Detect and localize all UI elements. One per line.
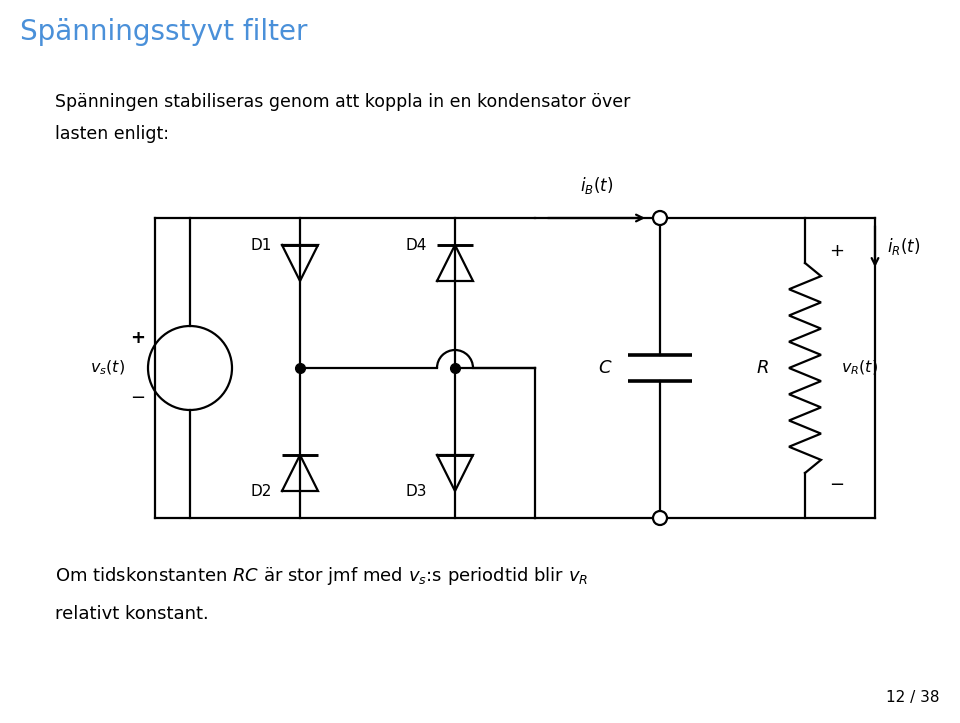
Circle shape — [653, 511, 667, 525]
Text: lasten enligt:: lasten enligt: — [55, 125, 169, 143]
Circle shape — [653, 211, 667, 225]
Text: −: − — [829, 476, 844, 494]
Text: D2: D2 — [251, 484, 272, 498]
Text: $R$: $R$ — [756, 359, 769, 377]
Text: −: − — [130, 389, 145, 407]
Text: relativt konstant.: relativt konstant. — [55, 605, 208, 623]
Text: $C$: $C$ — [598, 359, 613, 377]
Text: Spänningen stabiliseras genom att koppla in en kondensator över: Spänningen stabiliseras genom att koppla… — [55, 93, 631, 111]
Text: D4: D4 — [406, 237, 427, 252]
Text: $i_B(t)$: $i_B(t)$ — [580, 175, 613, 196]
Text: +: + — [829, 242, 844, 260]
Text: +: + — [130, 329, 145, 347]
Text: Spänningsstyvt filter: Spänningsstyvt filter — [20, 18, 307, 46]
Text: D1: D1 — [251, 237, 272, 252]
Text: D3: D3 — [405, 484, 427, 498]
Text: $v_s(t)$: $v_s(t)$ — [90, 359, 125, 377]
Text: 12 / 38: 12 / 38 — [886, 690, 940, 705]
Text: $v_R(t)$: $v_R(t)$ — [841, 359, 878, 377]
Text: Om tidskonstanten $RC$ är stor jmf med $v_s$:s periodtid blir $v_R$: Om tidskonstanten $RC$ är stor jmf med $… — [55, 565, 588, 587]
Text: $i_R(t)$: $i_R(t)$ — [887, 236, 921, 257]
